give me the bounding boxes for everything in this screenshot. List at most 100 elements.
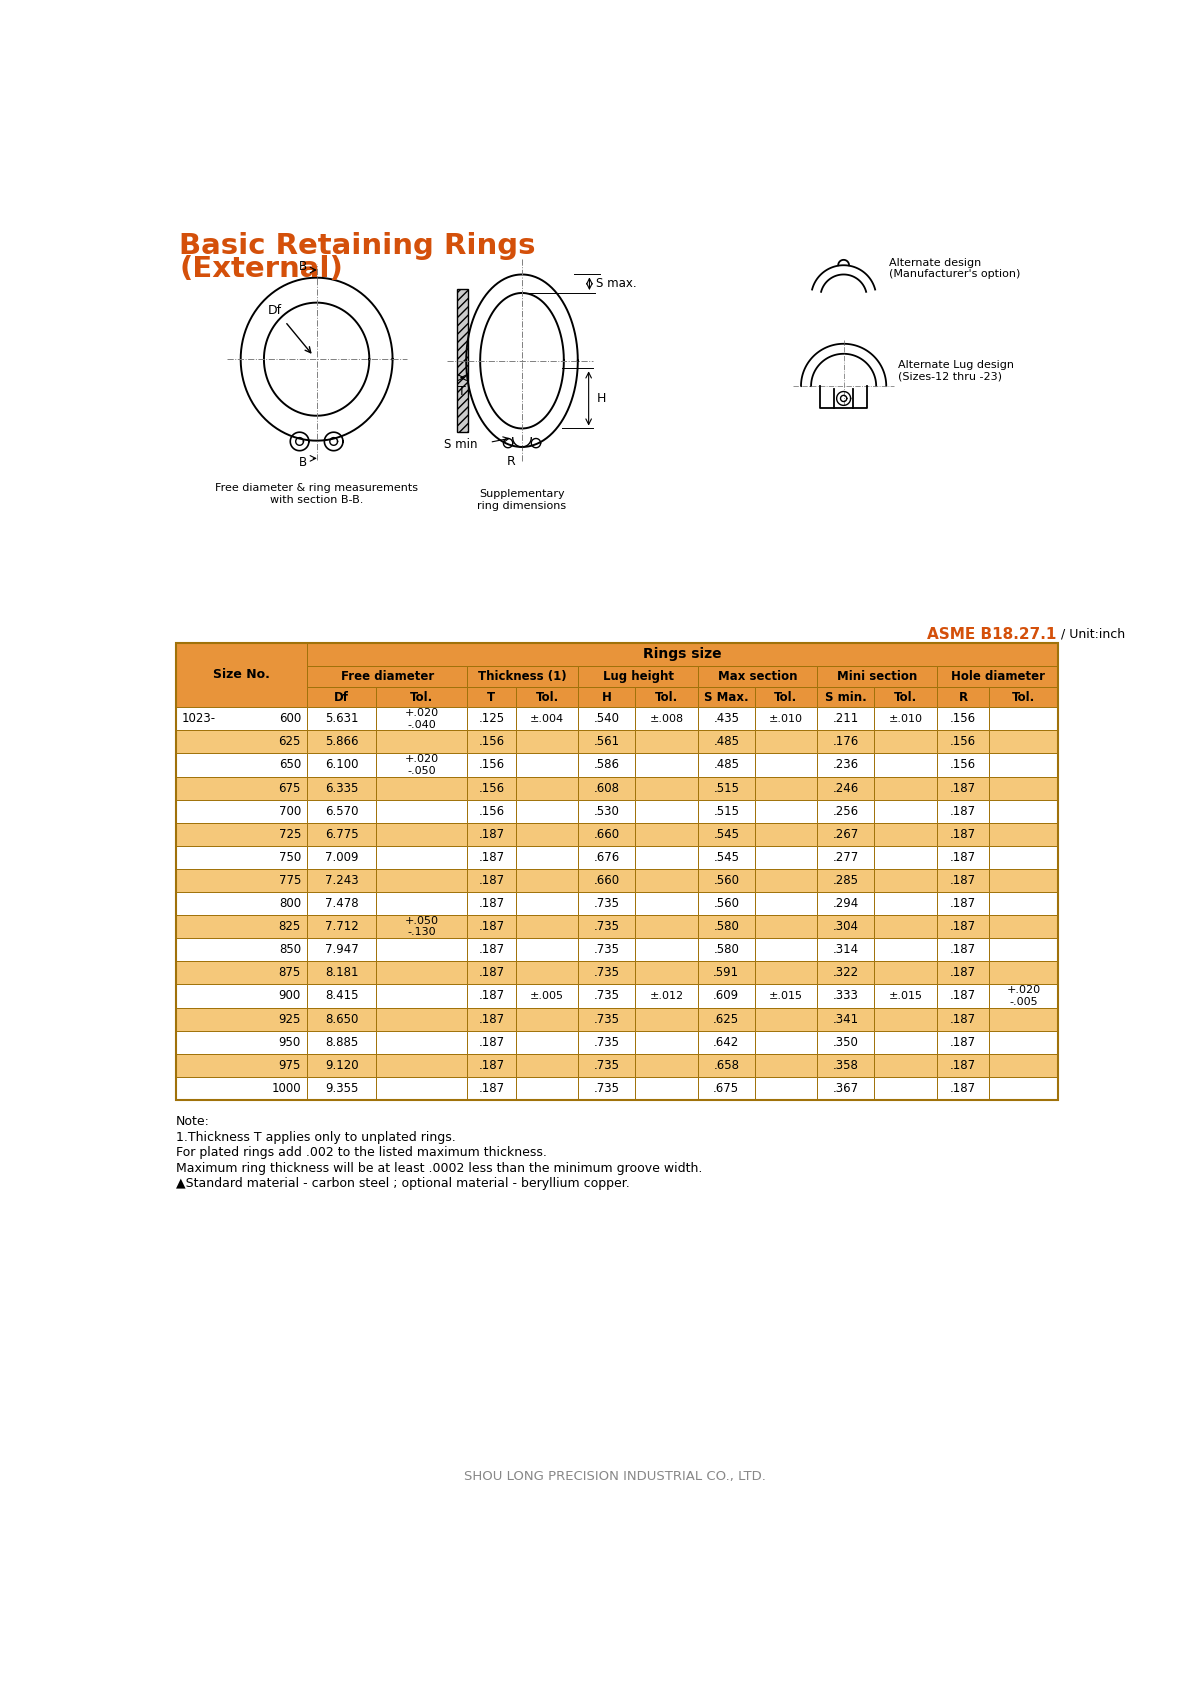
Bar (307, 665, 467, 687)
Text: SHOU LONG PRECISION INDUSTRIAL CO., LTD.: SHOU LONG PRECISION INDUSTRIAL CO., LTD. (464, 1470, 766, 1483)
Bar (175, 1030, 307, 1054)
Bar (990, 961, 1058, 984)
Text: 900: 900 (278, 989, 301, 1003)
Bar (516, 777, 578, 799)
Bar (467, 665, 578, 687)
Text: 6.100: 6.100 (325, 759, 359, 772)
Text: Free diameter: Free diameter (341, 670, 433, 682)
Text: .187: .187 (950, 920, 977, 933)
Bar (755, 1054, 817, 1078)
Text: .187: .187 (479, 898, 504, 910)
Bar (937, 938, 990, 961)
Bar (516, 799, 578, 823)
Bar (990, 823, 1058, 845)
Bar (516, 893, 578, 915)
Bar (467, 893, 516, 915)
Text: 7.243: 7.243 (325, 874, 359, 888)
Bar (175, 643, 1058, 1100)
Bar (376, 1078, 467, 1100)
Bar (516, 753, 578, 777)
Text: Size No.: Size No. (212, 669, 270, 682)
Bar (307, 687, 376, 708)
Bar (307, 799, 376, 823)
Bar (817, 893, 874, 915)
Text: 700: 700 (278, 804, 301, 818)
Text: / Unit:inch: / Unit:inch (1057, 628, 1124, 640)
Bar (874, 730, 937, 753)
Bar (990, 984, 1058, 1008)
Bar (307, 753, 376, 777)
Text: .187: .187 (479, 989, 504, 1003)
Bar (990, 730, 1058, 753)
Text: .735: .735 (594, 898, 620, 910)
Bar (755, 1030, 817, 1054)
Text: .187: .187 (950, 828, 977, 840)
Bar (635, 687, 698, 708)
Bar (376, 984, 467, 1008)
Text: For plated rings add .002 to the listed maximum thickness.: For plated rings add .002 to the listed … (175, 1145, 546, 1159)
Text: .187: .187 (479, 944, 504, 957)
Text: T: T (458, 385, 466, 399)
Bar (635, 799, 698, 823)
Bar (307, 643, 1058, 665)
Text: 7.712: 7.712 (325, 920, 359, 933)
Bar (698, 1030, 755, 1054)
Bar (698, 708, 755, 730)
Bar (698, 799, 755, 823)
Bar (467, 730, 516, 753)
Text: .642: .642 (713, 1035, 739, 1049)
Text: .658: .658 (713, 1059, 739, 1073)
Bar (376, 869, 467, 893)
Text: .545: .545 (713, 828, 739, 840)
Text: Note:: Note: (175, 1115, 210, 1129)
Text: .125: .125 (479, 713, 504, 725)
Text: .560: .560 (713, 874, 739, 888)
Bar (990, 753, 1058, 777)
Text: 6.335: 6.335 (325, 782, 359, 794)
Bar (698, 915, 755, 938)
Bar (578, 869, 635, 893)
Bar (307, 1078, 376, 1100)
Text: Tol.: Tol. (655, 691, 678, 704)
Text: ±.015: ±.015 (888, 991, 923, 1001)
Bar (578, 708, 635, 730)
Bar (874, 823, 937, 845)
Text: .735: .735 (594, 920, 620, 933)
Text: .735: .735 (594, 1083, 620, 1095)
Bar (874, 777, 937, 799)
Text: .322: .322 (833, 966, 859, 979)
Text: .608: .608 (594, 782, 620, 794)
Text: Df: Df (268, 304, 282, 317)
Text: .187: .187 (479, 850, 504, 864)
Bar (990, 799, 1058, 823)
Bar (516, 984, 578, 1008)
Text: H: H (602, 691, 612, 704)
Bar (755, 915, 817, 938)
Bar (698, 753, 755, 777)
Text: 8.415: 8.415 (325, 989, 359, 1003)
Text: .285: .285 (833, 874, 859, 888)
Bar (175, 753, 307, 777)
Bar (578, 777, 635, 799)
Text: ▲Standard material - carbon steel ; optional material - beryllium copper.: ▲Standard material - carbon steel ; opti… (175, 1178, 629, 1190)
Bar (755, 823, 817, 845)
Text: 1023-: 1023- (181, 713, 216, 725)
Bar (755, 869, 817, 893)
Text: .267: .267 (833, 828, 859, 840)
Bar (937, 777, 990, 799)
Text: 725: 725 (278, 828, 301, 840)
Text: .246: .246 (833, 782, 859, 794)
Bar (376, 777, 467, 799)
Text: .580: .580 (713, 920, 739, 933)
Bar (635, 1030, 698, 1054)
Bar (635, 915, 698, 938)
Text: .485: .485 (713, 759, 739, 772)
Text: .156: .156 (479, 735, 504, 748)
Bar (175, 823, 307, 845)
Text: .187: .187 (950, 989, 977, 1003)
Bar (376, 845, 467, 869)
Text: 8.885: 8.885 (325, 1035, 359, 1049)
Text: Thickness (1): Thickness (1) (479, 670, 568, 682)
Bar (635, 730, 698, 753)
Text: 950: 950 (278, 1035, 301, 1049)
